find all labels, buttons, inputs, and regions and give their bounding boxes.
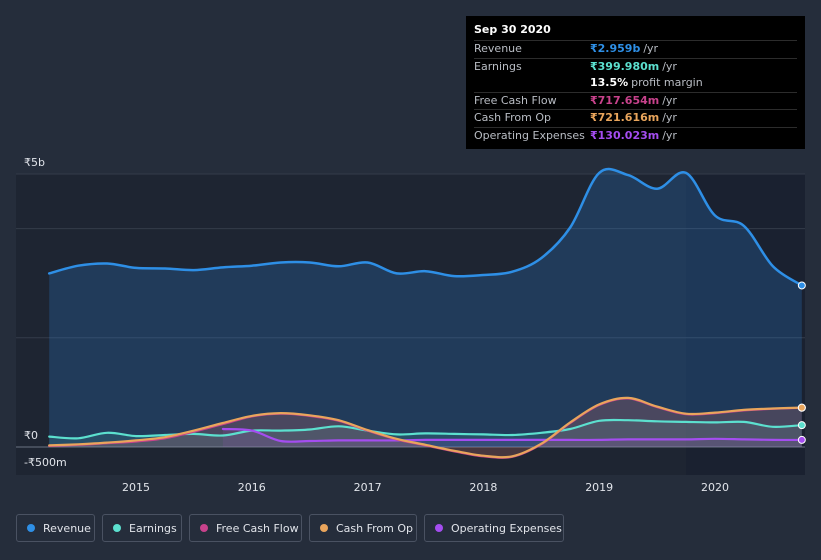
tooltip-row-label: Cash From Op xyxy=(474,111,552,125)
legend-item-revenue[interactable]: Revenue xyxy=(16,514,95,542)
legend-dot-icon xyxy=(27,524,35,532)
tooltip-row-unit: profit margin xyxy=(631,76,703,90)
y-tick-label: -₹500m xyxy=(24,456,67,469)
tooltip-row-value: ₹2.959b xyxy=(590,42,641,55)
x-tick-label: 2017 xyxy=(354,481,382,494)
tooltip-row-label: Free Cash Flow xyxy=(474,93,557,107)
tooltip-row-unit: /yr xyxy=(643,42,659,55)
free-cash-flow-area xyxy=(49,398,802,458)
legend-label: Earnings xyxy=(129,521,177,535)
tooltip-row: Operating Expenses ₹130.023m/yr xyxy=(474,126,797,145)
tooltip-row-unit: /yr xyxy=(662,128,677,142)
series-lines xyxy=(47,167,804,459)
tooltip-row: Free Cash Flow ₹717.654m/yr xyxy=(474,91,797,110)
legend-dot-icon xyxy=(435,524,443,532)
legend-dot-icon xyxy=(200,524,208,532)
legend-label: Operating Expenses xyxy=(451,521,562,535)
tooltip-row-unit: /yr xyxy=(662,93,677,107)
operating-expenses-endpoint xyxy=(797,435,806,444)
revenue-endpoint xyxy=(797,281,806,290)
tooltip-row: Earnings ₹399.980m/yr xyxy=(474,57,797,76)
data-tooltip: Sep 30 2020 Revenue ₹2.959b/yr Earnings ₹39… xyxy=(466,16,805,149)
tooltip-row-value: ₹130.023m xyxy=(590,128,660,142)
tooltip-row-label: Operating Expenses xyxy=(474,128,585,142)
revenue-line xyxy=(47,167,804,287)
tooltip-row: Revenue ₹2.959b/yr xyxy=(474,40,797,58)
x-axis-ticks: 2015 2016 2017 2018 2019 2020 xyxy=(122,481,729,494)
tooltip-rows: Revenue ₹2.959b/yr Earnings ₹399.980m/yr 13.… xyxy=(474,40,797,145)
legend-dot-icon xyxy=(320,524,328,532)
legend-item-cash-from-op[interactable]: Cash From Op xyxy=(309,514,417,542)
legend-dot-icon xyxy=(113,524,121,532)
legend-item-earnings[interactable]: Earnings xyxy=(102,514,182,542)
tooltip-row-unit: /yr xyxy=(662,111,677,125)
legend-label: Free Cash Flow xyxy=(216,521,299,535)
tooltip-row: Cash From Op ₹721.616m/yr xyxy=(474,109,797,127)
cash-from-op-area xyxy=(49,397,802,458)
x-tick-label: 2020 xyxy=(701,481,729,494)
tooltip-row-label: Earnings xyxy=(474,59,522,73)
series-endpoints xyxy=(797,281,806,444)
x-tick-label: 2018 xyxy=(469,481,497,494)
tooltip-date: Sep 30 2020 xyxy=(474,23,551,36)
y-tick-label: ₹0 xyxy=(24,429,38,442)
cash-from-op-line xyxy=(48,396,803,459)
tooltip-row-label: Revenue xyxy=(474,42,522,55)
gridlines xyxy=(16,173,805,448)
revenue-area xyxy=(49,169,802,447)
tooltip-row: 13.5% profit margin xyxy=(474,75,797,92)
tooltip-row-value: ₹721.616m xyxy=(590,111,660,125)
tooltip-row-value: ₹399.980m xyxy=(590,59,660,73)
y-tick-label: ₹5b xyxy=(24,156,45,169)
x-tick-label: 2019 xyxy=(585,481,613,494)
operating-expenses-line xyxy=(221,427,803,443)
tooltip-row-value: 13.5% xyxy=(590,76,629,90)
legend-item-free-cash-flow[interactable]: Free Cash Flow xyxy=(189,514,302,542)
y-axis-ticks: ₹5b ₹0 -₹500m xyxy=(24,156,67,469)
cash-from-op-endpoint xyxy=(797,403,806,412)
operating-expenses-area xyxy=(222,429,802,447)
earnings-endpoint xyxy=(797,421,806,430)
tooltip-row-value: ₹717.654m xyxy=(590,93,660,107)
legend-label: Revenue xyxy=(43,521,91,535)
tooltip-row-unit: /yr xyxy=(662,59,677,73)
legend-label: Cash From Op xyxy=(336,521,414,535)
tooltip-row-label xyxy=(474,75,590,92)
legend-item-operating-expenses[interactable]: Operating Expenses xyxy=(424,514,564,542)
x-tick-label: 2015 xyxy=(122,481,150,494)
x-tick-label: 2016 xyxy=(238,481,266,494)
plot-background xyxy=(16,174,805,475)
forecast-region xyxy=(686,174,805,475)
